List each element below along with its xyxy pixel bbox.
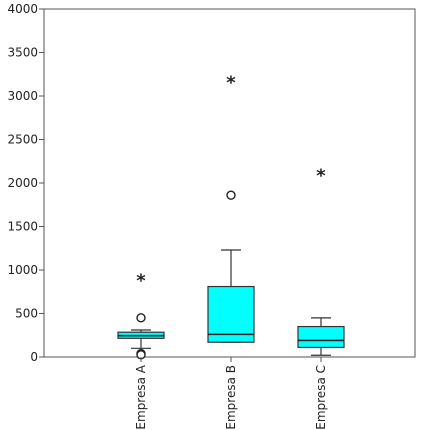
box-group: *: [117, 271, 165, 360]
box-iqr: [207, 285, 255, 343]
category-label: Empresa A: [134, 364, 148, 429]
box-group: *: [207, 72, 255, 343]
extreme-point: *: [316, 165, 326, 186]
y-axis: 0 500 1000 1500 2000 2500 3000 3500 4000: [7, 2, 44, 364]
y-tick-label: 1000: [7, 263, 38, 277]
y-tick-label: 500: [15, 307, 38, 321]
box-group: *: [297, 165, 345, 356]
extreme-point: *: [226, 72, 236, 93]
y-tick-label: 4000: [7, 2, 38, 16]
y-tick-label: 0: [30, 350, 38, 364]
x-axis: Empresa A Empresa B Empresa C: [134, 357, 328, 430]
y-tick-label: 3500: [7, 46, 38, 60]
y-tick-label: 3000: [7, 89, 38, 103]
extreme-point: *: [136, 271, 146, 292]
box-iqr: [297, 325, 345, 349]
category-label: Empresa B: [224, 365, 238, 430]
boxes-layer: * * *: [117, 72, 345, 360]
outlier-point: [136, 313, 146, 323]
category-label: Empresa C: [314, 365, 328, 430]
y-tick-label: 1500: [7, 220, 38, 234]
outlier-point: [226, 190, 236, 200]
y-tick-label: 2000: [7, 176, 38, 190]
y-tick-label: 2500: [7, 133, 38, 147]
